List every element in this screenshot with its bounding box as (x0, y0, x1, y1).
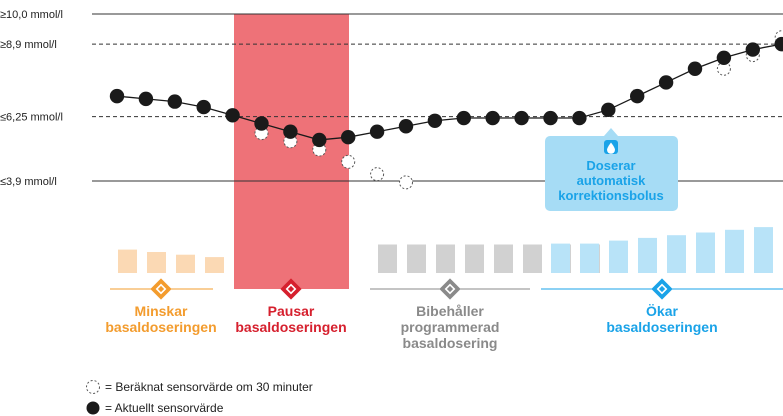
basal-bar-2-1 (407, 244, 426, 273)
basal-bar-3-2 (609, 240, 628, 273)
sensor-point-18 (630, 88, 645, 104)
sensor-point-1 (138, 91, 154, 107)
sensor-point-9 (369, 124, 385, 139)
sensor-point-4 (225, 108, 240, 123)
basal-bar-0-2 (176, 254, 195, 273)
sensor-line (116, 43, 783, 141)
sensor-point-6 (283, 124, 298, 139)
filled-circle-icon (86, 401, 100, 415)
sensor-point-7 (312, 132, 327, 148)
level-label-3: ≤3,9 mmol/l (0, 176, 57, 188)
legend-text-0: = Beräknat sensorvärde om 30 minuter (105, 380, 313, 394)
basal-bar-2-2 (436, 244, 455, 273)
sensor-point-12 (456, 110, 471, 126)
phase-label-0-0: Minskar (135, 303, 188, 319)
drop-icon-shape (607, 142, 615, 154)
sensor-point-5 (254, 116, 269, 131)
basal-bar-3-5 (696, 232, 715, 273)
basal-bar-3-4 (667, 235, 686, 273)
phase-label-2-0: Bibehåller (416, 303, 484, 319)
sensor-point-8 (341, 129, 356, 145)
basal-bar-2-3 (465, 244, 484, 273)
phase-label-2-1: programmerad (401, 319, 500, 335)
sensor-point-17 (601, 102, 616, 118)
basal-bar-2-0 (378, 244, 397, 273)
legend-text-1: = Aktuellt sensorvärde (105, 401, 224, 415)
sensor-point-21 (716, 50, 732, 66)
sensor-point-2 (167, 94, 182, 109)
level-label-2: ≤6,25 mmol/l (0, 112, 63, 124)
callout-line-1: automatisk (577, 173, 646, 188)
basal-bar-2-5 (523, 244, 542, 273)
basal-bar-3-1 (580, 243, 599, 273)
predicted-point-5 (399, 175, 413, 190)
sensor-point-13 (485, 110, 500, 126)
phase-label-3-0: Ökar (646, 303, 678, 319)
pause-region (234, 14, 349, 289)
basal-bar-3-7 (754, 227, 773, 273)
phase-label-2-2: basaldosering (403, 335, 498, 351)
level-label-1: ≥8,9 mmol/l (0, 39, 57, 51)
phase-label-1-1: basaldoseringen (235, 319, 346, 335)
basal-bar-0-1 (147, 252, 166, 273)
phase-label-1-0: Pausar (268, 303, 315, 319)
basal-bar-3-0 (551, 243, 570, 273)
sensor-point-15 (543, 110, 558, 126)
sensor-point-10 (398, 119, 414, 134)
callout-box (545, 136, 678, 211)
basal-bar-3-6 (725, 229, 744, 273)
phase-diamond-core-1 (287, 285, 295, 293)
phase-label-3-1: basaldoseringen (606, 319, 717, 335)
sensor-point-19 (658, 75, 674, 90)
basal-bar-3-3 (638, 237, 657, 273)
sensor-point-3 (196, 99, 211, 115)
sensor-point-23 (774, 36, 783, 52)
callout-line-0: Doserar (586, 158, 635, 173)
predicted-point-4 (370, 167, 385, 182)
sensor-point-20 (687, 61, 703, 76)
legend: = Beräknat sensorvärde om 30 minuter = Ak… (86, 380, 313, 415)
dashed-circle-icon (86, 380, 100, 394)
phase-diamond-core-2 (446, 285, 454, 293)
predicted-point-3 (341, 154, 356, 169)
level-label-0: ≥10,0 mmol/l (0, 9, 63, 21)
basal-bar-0-3 (205, 257, 224, 273)
sensor-point-16 (572, 110, 587, 126)
sensor-point-0 (109, 88, 125, 104)
callout-pointer (604, 128, 618, 136)
phase-label-0-1: basaldoseringen (105, 319, 216, 335)
basal-bar-0-0 (118, 249, 137, 273)
basal-bar-2-4 (494, 244, 513, 273)
sensor-point-11 (427, 113, 443, 128)
callout-line-2: korrektionsbolus (558, 188, 663, 203)
sensor-point-22 (745, 42, 760, 57)
sensor-point-14 (514, 110, 529, 126)
drop-icon (604, 140, 618, 154)
